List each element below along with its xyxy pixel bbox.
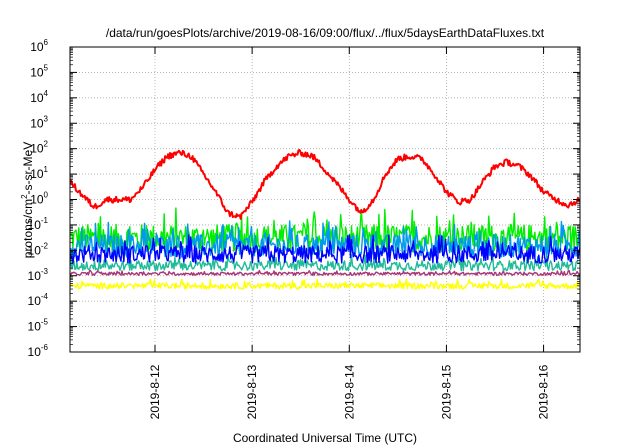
y-tick-label: 10-1	[28, 216, 49, 232]
y-tick-exp: 1	[44, 165, 49, 174]
y-tick-exp: 0	[44, 191, 49, 200]
y-tick-base: 10	[30, 116, 44, 130]
y-tick-base: 10	[30, 91, 44, 105]
y-tick-base: 10	[30, 167, 44, 181]
y-tick-label: 10-6	[28, 343, 49, 359]
x-tick-label: 2019-8-13	[245, 364, 259, 419]
x-tick-label: 2019-8-16	[537, 364, 551, 419]
y-tick-exp: 3	[44, 114, 49, 123]
y-tick-base: 10	[28, 218, 42, 232]
y-tick-exp: -1	[41, 216, 49, 225]
y-tick-exp: -3	[41, 267, 49, 276]
y-tick-exp: 6	[44, 38, 49, 47]
series-line	[70, 278, 580, 290]
y-tick-exp: 5	[44, 63, 49, 72]
y-tick-label: 101	[30, 165, 48, 181]
y-tick-exp: 4	[44, 89, 49, 98]
ticks	[70, 46, 580, 353]
x-tick-label: 2019-8-14	[342, 364, 356, 419]
series-line	[70, 253, 580, 272]
y-tick-base: 10	[28, 269, 42, 283]
y-tick-label: 100	[30, 191, 48, 207]
y-axis-title-rest: -s-sr-MeV	[21, 142, 35, 195]
y-tick-label: 10-3	[28, 267, 49, 283]
y-tick-exp: 2	[44, 140, 49, 149]
y-tick-exp: -2	[41, 241, 49, 250]
y-axis-title: protons/cm2-s-sr-MeV	[20, 142, 35, 258]
series-group	[70, 149, 580, 290]
series-line	[70, 234, 580, 264]
y-tick-labels: 10-610-510-410-310-210-11001011021031041…	[28, 38, 49, 359]
y-tick-label: 105	[30, 63, 48, 79]
x-tick-labels: 2019-8-12 2019-8-13 2019-8-14 2019-8-15 2019…	[148, 364, 551, 419]
y-tick-base: 10	[30, 40, 44, 54]
y-tick-label: 10-5	[28, 318, 49, 334]
y-tick-exp: -4	[41, 292, 49, 301]
y-tick-base: 10	[30, 65, 44, 79]
y-tick-base: 10	[28, 345, 42, 359]
y-tick-base: 10	[28, 294, 42, 308]
y-tick-exp: -5	[41, 318, 49, 327]
x-tick-label: 2019-8-12	[148, 364, 162, 419]
series-line	[70, 149, 580, 220]
chart-title: /data/run/goesPlots/archive/2019-08-16/0…	[106, 26, 545, 40]
y-tick-base: 10	[28, 320, 42, 334]
series-line	[70, 269, 580, 276]
y-tick-label: 10-4	[28, 292, 49, 308]
y-tick-label: 104	[30, 89, 48, 105]
y-tick-exp: -6	[41, 343, 49, 352]
y-tick-label: 102	[30, 140, 48, 156]
y-tick-label: 10-2	[28, 241, 49, 257]
y-tick-base: 10	[30, 193, 44, 207]
y-axis-title-main: protons/cm	[21, 199, 35, 258]
x-axis-title: Coordinated Universal Time (UTC)	[233, 431, 417, 445]
series-line	[70, 220, 580, 258]
y-tick-base: 10	[30, 142, 44, 156]
grid	[70, 47, 580, 352]
y-tick-base: 10	[28, 243, 42, 257]
x-tick-label: 2019-8-15	[439, 364, 453, 419]
y-tick-label: 106	[30, 38, 48, 54]
y-axis-title-sup: 2	[20, 194, 29, 199]
y-tick-label: 103	[30, 114, 48, 130]
